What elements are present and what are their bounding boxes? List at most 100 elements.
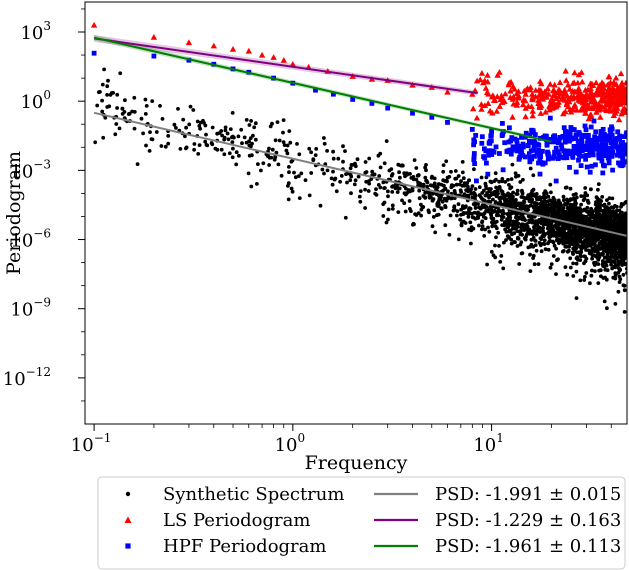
synthetic-point <box>311 157 316 162</box>
synthetic-point <box>510 232 514 237</box>
synthetic-spectrum-series <box>93 67 627 314</box>
ls-point <box>496 103 503 109</box>
ls-point <box>537 110 544 116</box>
ls-point <box>622 86 627 92</box>
hpf-point <box>592 134 597 140</box>
hpf-point <box>536 160 541 166</box>
hpf-point <box>471 154 477 160</box>
ls-periodogram-series <box>90 21 627 123</box>
synthetic-point <box>620 210 624 215</box>
synthetic-point <box>607 196 612 201</box>
synthetic-point <box>442 183 446 188</box>
synthetic-point <box>504 238 508 242</box>
synthetic-point <box>578 258 583 262</box>
ls-point <box>609 89 616 96</box>
ls-point <box>535 97 542 103</box>
synthetic-point <box>621 238 626 243</box>
synthetic-point <box>597 268 601 273</box>
synthetic-point <box>543 221 548 226</box>
ls-point <box>612 74 620 81</box>
synthetic-point <box>247 123 252 127</box>
hpf-point <box>567 129 573 135</box>
synthetic-point <box>427 195 432 200</box>
synthetic-point <box>578 278 583 283</box>
synthetic-point <box>97 90 101 95</box>
synthetic-point <box>543 202 548 207</box>
synthetic-point <box>148 130 152 135</box>
hpf-point <box>537 152 542 158</box>
ls-point <box>525 103 532 109</box>
synthetic-point <box>585 236 590 241</box>
synthetic-point <box>374 193 379 197</box>
synthetic-point <box>226 137 231 142</box>
synthetic-point <box>552 224 556 229</box>
hpf-point <box>603 142 609 148</box>
synthetic-point <box>578 214 583 219</box>
hpf-point <box>609 139 615 145</box>
synthetic-point <box>479 175 484 180</box>
ls-point <box>550 91 557 98</box>
synthetic-point <box>602 211 607 216</box>
hpf-point <box>528 140 533 145</box>
synthetic-point <box>485 262 489 267</box>
synthetic-point <box>574 192 578 196</box>
ls-point <box>600 85 608 92</box>
hpf-point <box>151 53 157 59</box>
ls-point <box>542 108 549 115</box>
synthetic-point <box>230 140 235 145</box>
y-tick-label: 10−12 <box>3 365 51 390</box>
synthetic-point <box>423 165 427 170</box>
hpf-point <box>502 140 508 146</box>
synthetic-point <box>381 202 386 207</box>
synthetic-point <box>520 251 525 256</box>
synthetic-point <box>425 184 429 189</box>
synthetic-point <box>514 221 519 225</box>
synthetic-point <box>325 168 330 173</box>
legend-fit-label: PSD: -1.991 ± 0.015 <box>435 484 621 505</box>
synthetic-point <box>293 175 298 180</box>
synthetic-point <box>358 189 363 194</box>
hpf-point <box>594 140 599 145</box>
hpf-point <box>471 157 477 163</box>
synthetic-point <box>573 239 577 244</box>
synthetic-point <box>515 188 520 193</box>
synthetic-point <box>591 253 596 258</box>
synthetic-point <box>549 190 553 195</box>
synthetic-point <box>514 198 518 202</box>
synthetic-point <box>441 178 446 183</box>
synthetic-point <box>334 189 339 194</box>
synthetic-point <box>528 252 532 257</box>
synthetic-point <box>353 178 358 183</box>
synthetic-point <box>565 198 570 203</box>
synthetic-point <box>297 152 302 157</box>
hpf-point <box>579 136 584 142</box>
synthetic-point <box>265 154 270 159</box>
synthetic-point <box>532 225 536 230</box>
synthetic-point <box>584 271 589 275</box>
synthetic-point <box>606 219 611 224</box>
ls-point <box>515 92 522 99</box>
synthetic-point <box>467 206 472 211</box>
synthetic-point <box>490 209 495 214</box>
fit-lines <box>93 36 627 237</box>
synthetic-point <box>618 260 623 265</box>
hpf-point <box>556 152 562 158</box>
ls-point <box>522 97 529 104</box>
hpf-point <box>576 130 582 135</box>
synthetic-point <box>459 179 463 184</box>
synthetic-point <box>561 206 565 211</box>
hpf-point <box>576 157 581 163</box>
synthetic-point <box>467 178 471 183</box>
synthetic-point <box>574 261 579 266</box>
ls-point <box>470 105 477 112</box>
synthetic-point <box>624 228 627 233</box>
hpf-point <box>578 163 584 168</box>
synthetic-point <box>618 245 622 249</box>
synthetic-point <box>521 224 526 229</box>
synthetic-point <box>514 192 519 196</box>
synthetic-point <box>270 147 275 152</box>
x-tick-label: 101 <box>473 431 504 456</box>
synthetic-point <box>210 125 215 130</box>
synthetic-point <box>247 143 252 148</box>
synthetic-point <box>363 170 368 175</box>
